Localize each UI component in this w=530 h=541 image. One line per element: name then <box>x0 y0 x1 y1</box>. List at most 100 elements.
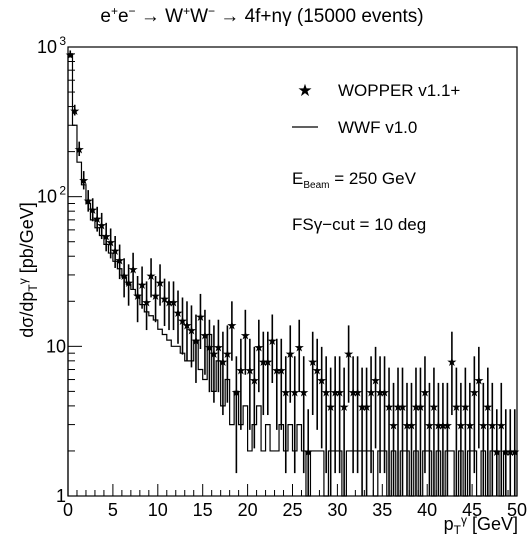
data-point-star: ★ <box>69 104 80 118</box>
data-point-star: ★ <box>285 347 296 361</box>
series-wopper: ★★★★★★★★★★★★★★★★★★★★★★★★★★★★★★★★★★★★★★★★… <box>65 48 520 496</box>
data-point-star: ★ <box>173 306 184 320</box>
data-point-star: ★ <box>96 219 107 233</box>
data-point-star: ★ <box>209 347 220 361</box>
legend-label-wwf: WWF v1.0 <box>338 118 417 137</box>
data-point-star: ★ <box>375 385 386 399</box>
data-point-star: ★ <box>482 400 493 414</box>
data-point-star: ★ <box>128 263 139 277</box>
data-point-star: ★ <box>473 374 484 388</box>
data-point-star: ★ <box>186 323 197 337</box>
data-point-star: ★ <box>366 385 377 399</box>
data-point-star: ★ <box>123 276 134 290</box>
data-point-star: ★ <box>271 364 282 378</box>
legend-label-wopper: WOPPER v1.1+ <box>338 81 460 100</box>
data-point-star: ★ <box>146 269 157 283</box>
data-point-star: ★ <box>222 347 233 361</box>
data-point-star: ★ <box>137 278 148 292</box>
annotation-beam-energy: EBeam = 250 GeV <box>292 169 417 191</box>
data-point-star: ★ <box>249 374 260 388</box>
data-point-star: ★ <box>78 174 89 188</box>
data-point-star: ★ <box>87 203 98 217</box>
data-point-star: ★ <box>339 400 350 414</box>
data-point-star: ★ <box>500 445 511 459</box>
data-point-star: ★ <box>325 400 336 414</box>
wwf-histogram-line <box>67 53 518 497</box>
data-point-star: ★ <box>213 340 224 354</box>
y-tick-label: 10 <box>46 336 66 356</box>
data-point-star: ★ <box>420 385 431 399</box>
data-point-star: ★ <box>182 318 193 332</box>
data-point-star: ★ <box>379 385 390 399</box>
chart-title: e+e− → W+W− → 4f+nγ (15000 events) <box>100 4 423 27</box>
data-point-star: ★ <box>460 400 471 414</box>
x-tick-label: 5 <box>108 500 118 520</box>
data-point-star: ★ <box>141 295 152 309</box>
data-point-star: ★ <box>267 334 278 348</box>
data-point-star: ★ <box>406 419 417 433</box>
data-point-star: ★ <box>155 276 166 290</box>
data-point-star: ★ <box>262 355 273 369</box>
data-point-star: ★ <box>429 400 440 414</box>
data-point-star: ★ <box>244 364 255 378</box>
data-point-star: ★ <box>469 385 480 399</box>
series-wwf <box>67 53 518 497</box>
y-tick-label: 10 <box>37 37 57 57</box>
data-point-star: ★ <box>491 445 502 459</box>
data-point-star: ★ <box>83 194 94 208</box>
data-point-star: ★ <box>65 48 76 62</box>
data-point-star: ★ <box>132 289 143 303</box>
y-axis-label: dσ/dpTγ [pb/GeV] <box>16 202 40 338</box>
data-point-star: ★ <box>204 340 215 354</box>
data-point-star: ★ <box>357 400 368 414</box>
data-point-star: ★ <box>227 318 238 332</box>
x-tick-label: 40 <box>417 500 437 520</box>
data-point-star: ★ <box>402 419 413 433</box>
data-point-star: ★ <box>334 385 345 399</box>
data-point-star: ★ <box>433 419 444 433</box>
data-point-star: ★ <box>105 236 116 250</box>
legend-marker-wopper: ★ <box>297 81 312 100</box>
data-point-star: ★ <box>150 289 161 303</box>
data-point-star: ★ <box>442 419 453 433</box>
data-point-star: ★ <box>370 374 381 388</box>
data-point-star: ★ <box>451 400 462 414</box>
x-tick-label: 0 <box>63 500 73 520</box>
data-point-star: ★ <box>195 310 206 324</box>
data-point-star: ★ <box>397 400 408 414</box>
data-point-star: ★ <box>253 340 264 354</box>
data-point-star: ★ <box>348 385 359 399</box>
data-point-star: ★ <box>177 314 188 328</box>
legend: ★ WOPPER v1.1+ WWF v1.0 EBeam = 250 GeV … <box>292 81 460 234</box>
data-point-star: ★ <box>240 328 251 342</box>
data-point-star: ★ <box>478 419 489 433</box>
data-point-star: ★ <box>92 212 103 226</box>
x-tick-label: 10 <box>148 500 168 520</box>
data-point-star: ★ <box>415 400 426 414</box>
x-tick-label: 35 <box>372 500 392 520</box>
data-point-star: ★ <box>294 340 305 354</box>
data-point-star: ★ <box>361 400 372 414</box>
data-point-star: ★ <box>159 292 170 306</box>
data-point-star: ★ <box>191 334 202 348</box>
y-tick-label-exponent: 2 <box>59 184 66 198</box>
x-tick-label: 30 <box>327 500 347 520</box>
data-point-star: ★ <box>321 385 332 399</box>
data-point-star: ★ <box>343 347 354 361</box>
data-point-star: ★ <box>464 419 475 433</box>
data-point-star: ★ <box>447 355 458 369</box>
data-point-star: ★ <box>438 419 449 433</box>
x-tick-label: 50 <box>507 500 527 520</box>
data-point-star: ★ <box>505 445 516 459</box>
data-point-star: ★ <box>496 419 507 433</box>
x-tick-label: 15 <box>193 500 213 520</box>
data-point-star: ★ <box>114 254 125 268</box>
data-point-star: ★ <box>316 374 327 388</box>
data-point-star: ★ <box>280 385 291 399</box>
data-point-star: ★ <box>258 355 269 369</box>
data-point-star: ★ <box>235 364 246 378</box>
data-point-star: ★ <box>388 419 399 433</box>
data-point-star: ★ <box>384 400 395 414</box>
